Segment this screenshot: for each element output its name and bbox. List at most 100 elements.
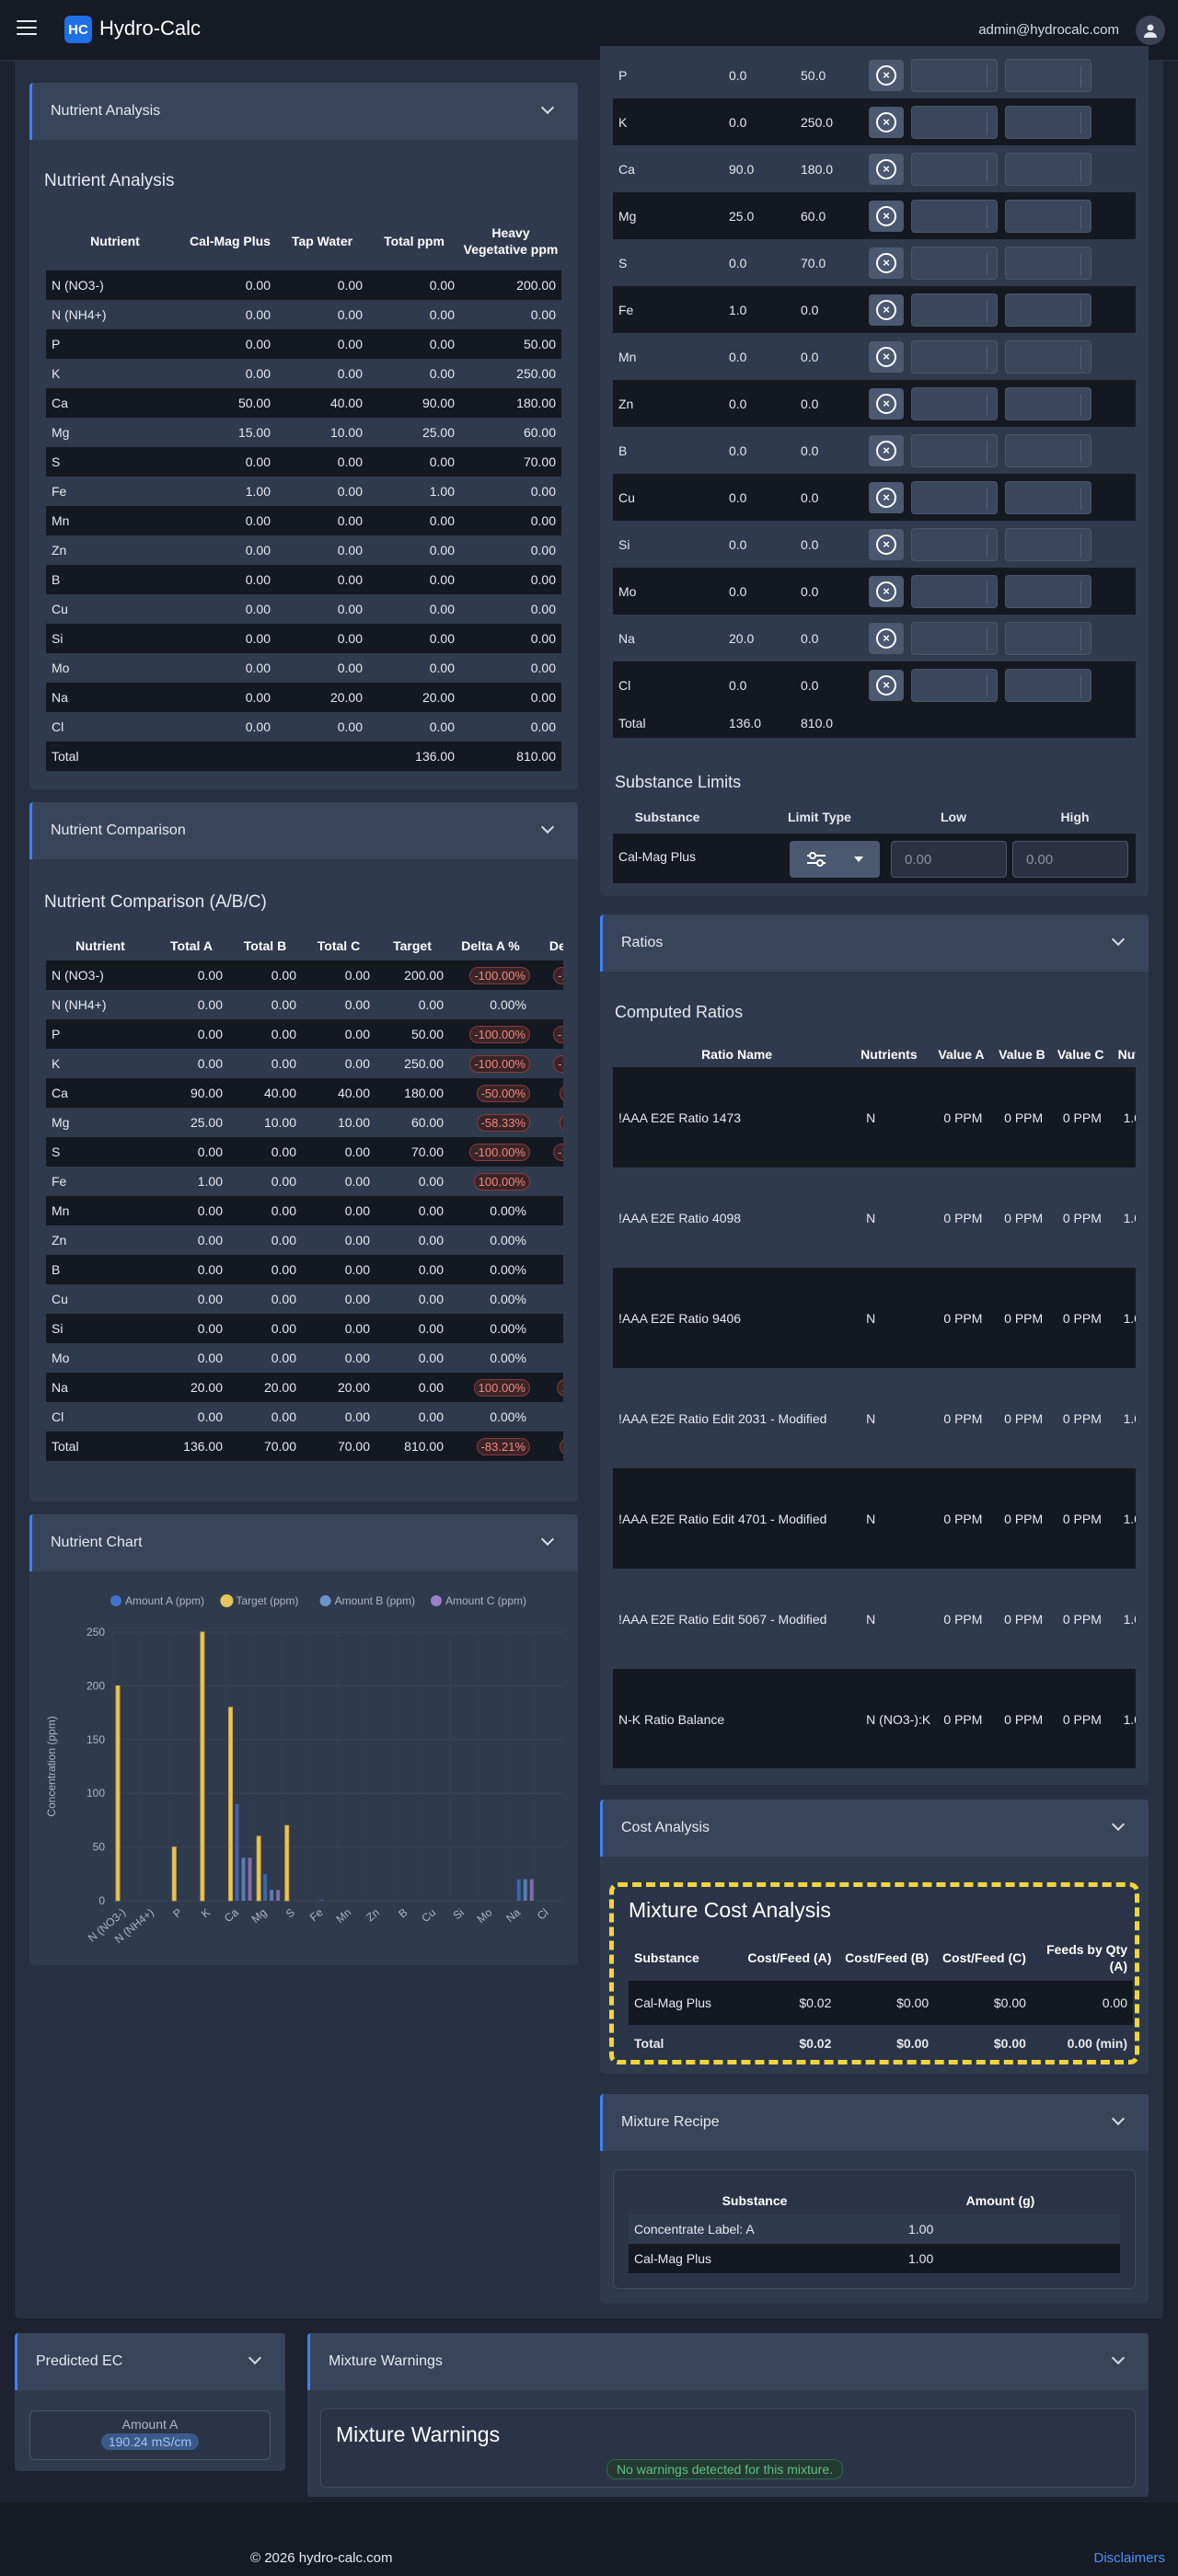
- max-value-stepper[interactable]: [1005, 621, 1091, 655]
- table-cell: 0 PPM: [1057, 1167, 1118, 1268]
- min-value-stepper[interactable]: [911, 105, 998, 139]
- min-value-stepper[interactable]: [911, 246, 998, 280]
- column-header: Value A: [938, 1047, 985, 1062]
- clear-limit-button[interactable]: ×: [869, 293, 904, 326]
- min-value-stepper[interactable]: [911, 386, 998, 420]
- low-limit-input[interactable]: 0.00: [891, 841, 1007, 878]
- table-cell: 0.00: [155, 1284, 228, 1314]
- clear-limit-button[interactable]: ×: [869, 434, 904, 466]
- table-cell: 0.00: [368, 653, 460, 683]
- table-cell: 0 PPM: [938, 1569, 999, 1669]
- table-row: Cl 0.0 0.0 ×: [613, 661, 1136, 708]
- clear-limit-button[interactable]: ×: [869, 247, 904, 279]
- min-value-stepper[interactable]: [911, 621, 998, 655]
- table-cell: 0.00: [302, 1255, 375, 1284]
- table-cell: 70.00: [302, 1432, 375, 1461]
- min-value-stepper[interactable]: [911, 152, 998, 186]
- table-cell: 0.0: [795, 286, 869, 333]
- table-row: Si 0.0 0.0 ×: [613, 521, 1136, 568]
- table-cell: 1.00: [1117, 1669, 1136, 1768]
- table-row: Na 0.00 20.00 20.00 0.00: [46, 683, 561, 712]
- legend-swatch: [110, 1595, 121, 1606]
- clear-limit-button[interactable]: ×: [869, 200, 904, 232]
- close-circle-icon: ×: [876, 158, 896, 179]
- table-cell: 0.00: [276, 653, 368, 683]
- max-value-stepper[interactable]: [1005, 480, 1091, 514]
- clear-limit-button[interactable]: ×: [869, 106, 904, 138]
- clear-limit-button[interactable]: ×: [869, 528, 904, 560]
- limit-type-select[interactable]: [790, 841, 880, 878]
- clear-limit-button[interactable]: ×: [869, 340, 904, 373]
- max-value-stepper[interactable]: [1005, 58, 1091, 92]
- nutrient-comparison-header[interactable]: Nutrient Comparison: [29, 802, 578, 859]
- max-value-stepper[interactable]: [1005, 246, 1091, 280]
- table-cell: [184, 742, 276, 771]
- table-cell: Zn: [613, 380, 723, 427]
- table-cell: 0.00: [375, 1167, 449, 1196]
- clear-limit-button[interactable]: ×: [869, 59, 904, 91]
- max-value-stepper[interactable]: [1005, 433, 1091, 467]
- chevron-down-icon[interactable]: [540, 1532, 555, 1547]
- min-value-stepper[interactable]: [911, 527, 998, 561]
- column-header: Total ppm: [384, 234, 445, 248]
- min-value-stepper[interactable]: [911, 433, 998, 467]
- table-cell: 100.00%: [449, 1167, 532, 1196]
- mixture-warnings-header[interactable]: Mixture Warnings: [307, 2333, 1149, 2390]
- chevron-down-icon[interactable]: [540, 820, 555, 834]
- min-value-stepper[interactable]: [911, 574, 998, 608]
- max-value-stepper[interactable]: [1005, 574, 1091, 608]
- delta-badge: -58.33%: [476, 1113, 530, 1132]
- min-value-stepper[interactable]: [911, 480, 998, 514]
- min-value-stepper[interactable]: [911, 668, 998, 702]
- comparison-table-scroll[interactable]: Nutrient Total A Total B Total C Target Delta…: [46, 931, 563, 1483]
- table-cell: 0.00: [460, 624, 561, 653]
- min-value-stepper[interactable]: [911, 199, 998, 233]
- table-cell: 0.0: [723, 474, 795, 521]
- x-tick-label: Si: [451, 1906, 467, 1923]
- clear-limit-button[interactable]: ×: [869, 153, 904, 185]
- max-value-stepper[interactable]: [1005, 293, 1091, 327]
- clear-limit-button[interactable]: ×: [869, 622, 904, 654]
- disclaimers-link[interactable]: Disclaimers: [1093, 2550, 1165, 2566]
- clear-limit-button[interactable]: ×: [869, 669, 904, 701]
- min-value-stepper[interactable]: [911, 58, 998, 92]
- max-value-stepper[interactable]: [1005, 527, 1091, 561]
- clear-limit-button[interactable]: ×: [869, 387, 904, 420]
- clear-limit-button[interactable]: ×: [869, 575, 904, 607]
- menu-icon[interactable]: [17, 20, 37, 37]
- chevron-down-icon[interactable]: [1111, 1817, 1126, 1832]
- table-row: Ca 90.0 180.0 ×: [613, 145, 1136, 192]
- ratios-table-scroll[interactable]: Ratio Name Nutrients Value A Value B Value C…: [613, 1041, 1136, 1768]
- table-cell: 0.00: [155, 1225, 228, 1255]
- clear-limit-button[interactable]: ×: [869, 481, 904, 513]
- chevron-down-icon[interactable]: [248, 2351, 262, 2365]
- x-tick-label: B: [396, 1906, 410, 1921]
- max-value-stepper[interactable]: [1005, 668, 1091, 702]
- user-icon[interactable]: [1136, 16, 1165, 45]
- table-cell: 0.00: [368, 300, 460, 329]
- table-cell: Na: [46, 683, 184, 712]
- max-value-stepper[interactable]: [1005, 339, 1091, 374]
- ratios-header[interactable]: Ratios: [600, 914, 1149, 972]
- max-value-stepper[interactable]: [1005, 105, 1091, 139]
- chevron-down-icon[interactable]: [540, 100, 555, 115]
- table-cell: 0.00: [302, 1167, 375, 1196]
- max-value-stepper[interactable]: [1005, 152, 1091, 186]
- predicted-ec-header[interactable]: Predicted EC: [15, 2333, 285, 2390]
- bar-na: [523, 1879, 527, 1901]
- cost-analysis-header[interactable]: Cost Analysis: [600, 1800, 1149, 1857]
- max-value-stepper[interactable]: [1005, 386, 1091, 420]
- table-cell: Mg: [46, 1108, 155, 1137]
- min-value-stepper[interactable]: [911, 293, 998, 327]
- min-value-stepper[interactable]: [911, 339, 998, 374]
- chevron-down-icon[interactable]: [1111, 2111, 1126, 2126]
- chevron-down-icon[interactable]: [1111, 932, 1126, 947]
- max-value-stepper[interactable]: [1005, 199, 1091, 233]
- high-limit-input[interactable]: 0.00: [1012, 841, 1128, 878]
- table-cell: Mn: [613, 333, 723, 380]
- nutrient-chart-header[interactable]: Nutrient Chart: [29, 1514, 578, 1571]
- nutrient-analysis-header[interactable]: Nutrient Analysis: [29, 83, 578, 140]
- chevron-down-icon[interactable]: [1111, 2351, 1126, 2365]
- mixture-recipe-header[interactable]: Mixture Recipe: [600, 2094, 1149, 2151]
